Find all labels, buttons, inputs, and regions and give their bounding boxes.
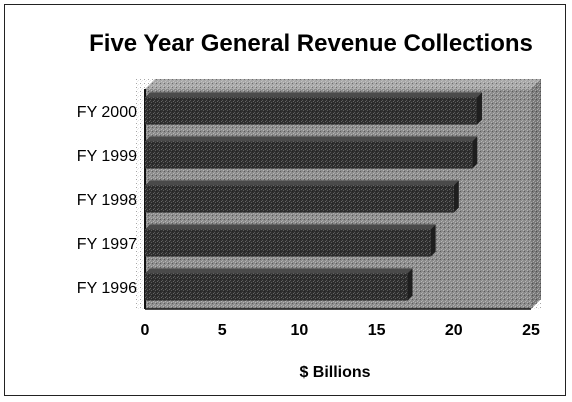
y-tick-label: FY 1997	[77, 236, 137, 253]
bar-top	[145, 92, 482, 98]
bar-end	[476, 92, 482, 125]
x-tick-label: 20	[445, 322, 463, 339]
bar-texture	[145, 273, 408, 301]
bar-end	[472, 136, 478, 169]
y-tick-label: FY 1996	[77, 280, 137, 297]
bar-1	[145, 92, 482, 125]
y-tick-label: FY 1999	[77, 148, 137, 165]
bars	[145, 92, 482, 301]
bar-texture	[145, 229, 431, 257]
x-tick-label: 0	[141, 322, 150, 339]
x-tick-label: 10	[291, 322, 309, 339]
y-tick-label: FY 2000	[77, 104, 137, 121]
bar-end	[430, 224, 436, 257]
x-axis-label: $ Billions	[299, 364, 370, 381]
x-tick-label: 25	[522, 322, 540, 339]
chart-title: Five Year General Revenue Collections	[89, 30, 533, 57]
bar-5	[145, 268, 413, 301]
bar-top	[145, 224, 436, 230]
bar-top	[145, 180, 459, 186]
bar-4	[145, 224, 436, 257]
bar-top	[145, 268, 413, 274]
bar-top	[145, 136, 478, 142]
bar-2	[145, 136, 478, 169]
bar-chart: Five Year General Revenue Collections FY…	[77, 30, 541, 381]
x-tick-label: 5	[218, 322, 227, 339]
y-axis-labels: FY 2000 FY 1999 FY 1998 FY 1997 FY 1996	[77, 104, 137, 297]
x-tick-label: 15	[368, 322, 386, 339]
x-axis-ticks: 0 5 10 15 20 25	[141, 322, 540, 339]
bar-end	[407, 268, 413, 301]
bar-texture	[145, 185, 454, 213]
bar-3	[145, 180, 459, 213]
y-tick-label: FY 1998	[77, 192, 137, 209]
bar-end	[453, 180, 459, 213]
chart-frame: Five Year General Revenue Collections FY…	[4, 4, 566, 396]
bar-texture	[145, 97, 477, 125]
bar-texture	[145, 141, 473, 169]
